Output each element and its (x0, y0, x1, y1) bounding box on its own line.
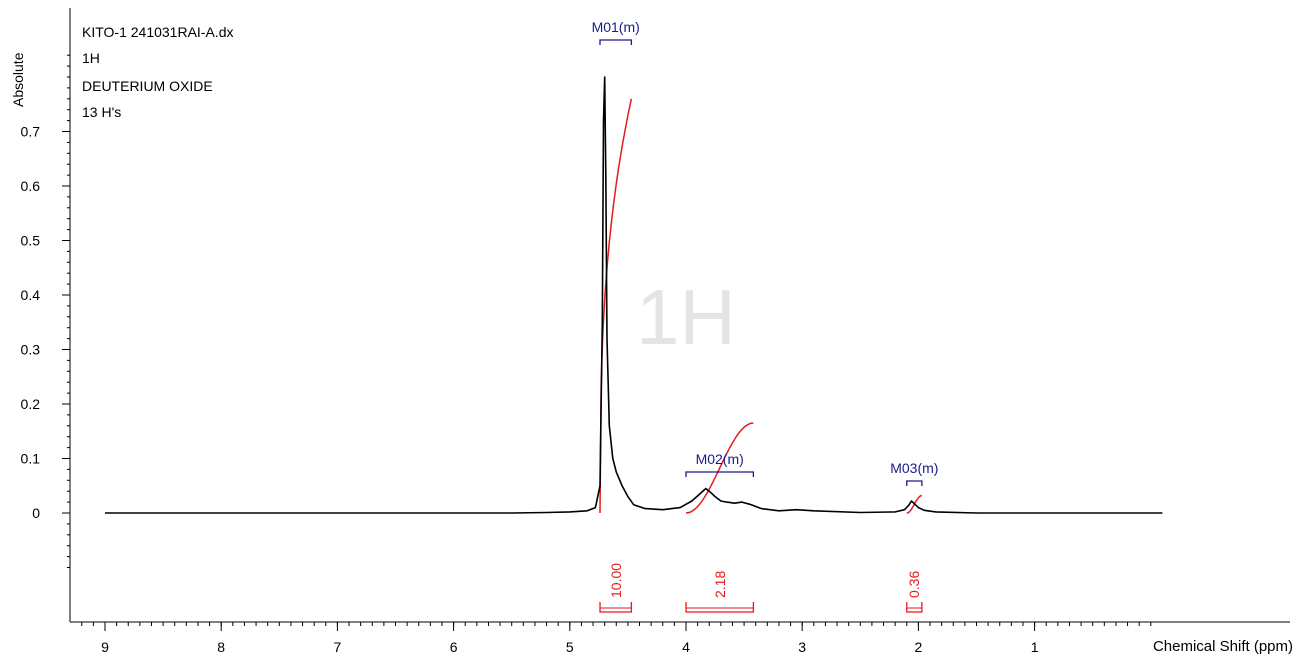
integral-value: 0.36 (906, 570, 923, 598)
proton-count: 13 H's (82, 104, 122, 120)
integral-bracket (599, 602, 633, 613)
x-tick-label: 6 (450, 639, 458, 655)
integral-value: 10.00 (607, 562, 624, 598)
x-tick-label: 3 (798, 639, 806, 655)
y-axis-label: Absolute (10, 52, 26, 107)
solvent-label: DEUTERIUM OXIDE (82, 78, 213, 94)
y-tick-label: 0.1 (21, 451, 41, 467)
integral-bracket (685, 602, 755, 613)
x-tick-label: 1 (1031, 639, 1039, 655)
axes: 0 0.1 0.2 0.3 0.4 0.5 0.6 0.7 9 8 7 6 5 4 3 2 1 (21, 8, 1290, 655)
x-tick-label: 2 (915, 639, 923, 655)
multiplet-bracket (906, 480, 923, 486)
x-tick-label: 4 (682, 639, 690, 655)
multiplet-bracket (685, 471, 755, 477)
y-tick-label: 0.4 (21, 287, 41, 303)
multiplet-label: M01(m) (591, 19, 640, 35)
integral-value: 2.18 (711, 570, 728, 598)
nucleus-watermark: 1H (636, 273, 736, 361)
multiplet-label: M03(m) (890, 460, 939, 476)
nucleus-label: 1H (82, 50, 100, 66)
y-tick-label: 0 (32, 505, 40, 521)
y-tick-label: 0.2 (21, 396, 41, 412)
x-tick-label: 5 (566, 639, 574, 655)
x-tick-label: 8 (217, 639, 225, 655)
multiplet-label: M02(m) (695, 451, 744, 467)
multiplet-brackets (599, 39, 923, 486)
y-tick-label: 0.5 (21, 233, 41, 249)
multiplet-bracket (599, 39, 633, 45)
integral-brackets (599, 602, 923, 613)
y-tick-label: 0.3 (21, 342, 41, 358)
y-tick-label: 0.7 (21, 124, 41, 140)
x-tick-label: 7 (334, 639, 342, 655)
integral-bracket (906, 602, 923, 613)
x-axis-label: Chemical Shift (ppm) (1152, 638, 1293, 655)
integral-curve (599, 98, 633, 514)
spectrum-line (105, 76, 1163, 514)
file-name: KITO-1 241031RAI-A.dx (82, 24, 234, 40)
spectrum-trace (105, 76, 1163, 514)
y-tick-label: 0.6 (21, 178, 41, 194)
integral-curve (685, 422, 754, 514)
x-tick-label: 9 (101, 639, 109, 655)
